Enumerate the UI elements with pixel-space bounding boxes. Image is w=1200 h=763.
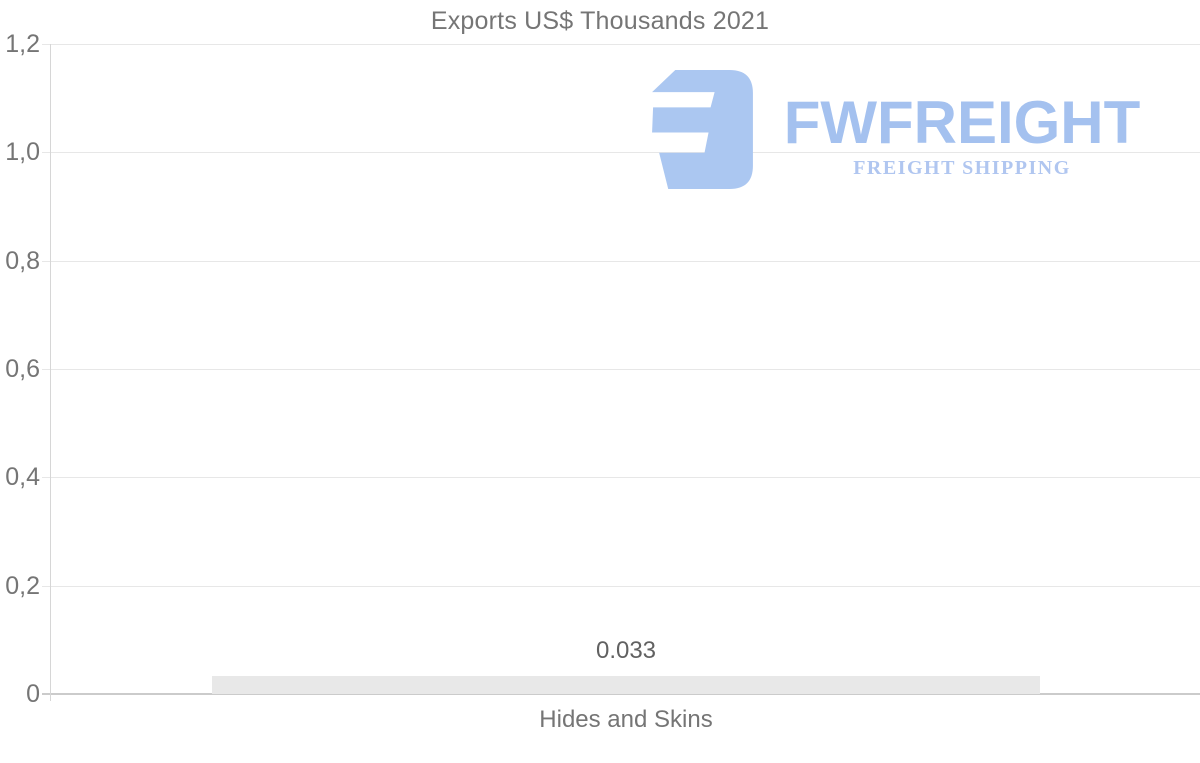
- y-axis-tick-label: 0,2: [5, 572, 40, 600]
- bar-hides-and-skins[interactable]: [212, 676, 1040, 694]
- brand-name: FWFREIGHT: [783, 89, 1141, 156]
- gridline: [42, 477, 1200, 478]
- x-axis-category-label: Hides and Skins: [539, 706, 713, 733]
- y-axis-line: [50, 44, 51, 701]
- bar-value-label: 0.033: [595, 637, 657, 665]
- gridline: [42, 152, 1200, 153]
- fwfreight-logo-icon: [652, 70, 753, 189]
- y-axis-tick-label: 1,0: [5, 138, 40, 166]
- gridline: [42, 369, 1200, 370]
- x-axis-line: [42, 693, 1200, 695]
- gridline: [42, 586, 1200, 587]
- brand-tagline: FREIGHT SHIPPING: [853, 157, 1071, 179]
- y-axis-tick-label: 0,8: [5, 247, 40, 275]
- y-axis-tick-label: 1,2: [5, 30, 40, 58]
- gridline: [42, 44, 1200, 45]
- chart-title: Exports US$ Thousands 2021: [430, 7, 770, 35]
- y-axis-tick-label: 0,4: [5, 463, 40, 491]
- y-axis-tick-label: 0,6: [5, 355, 40, 383]
- gridline: [42, 261, 1200, 262]
- y-axis-tick-label: 0: [26, 680, 40, 708]
- fwfreight-watermark: FWFREIGHT FREIGHT SHIPPING: [652, 70, 1152, 190]
